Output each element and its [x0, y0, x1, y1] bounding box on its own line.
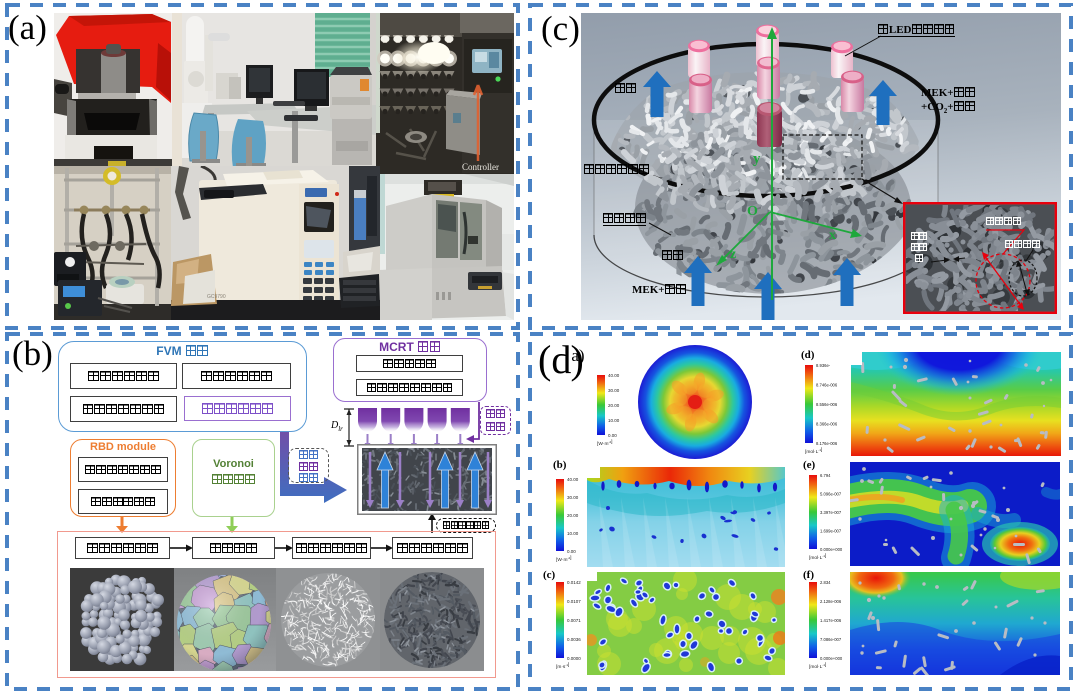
svg-text:0.0142: 0.0142 [567, 580, 581, 585]
svg-text:6.794: 6.794 [820, 473, 831, 478]
svg-text:8.556e-006: 8.556e-006 [816, 402, 838, 407]
svg-text:1.417e-006: 1.417e-006 [820, 618, 842, 623]
svg-text:y: y [753, 151, 761, 167]
svg-text:20.00: 20.00 [608, 403, 620, 408]
svg-text:0.000e+000: 0.000e+000 [820, 656, 843, 661]
svg-text:20.00: 20.00 [567, 513, 579, 518]
svg-text:[m·s-1]: [m·s-1] [556, 662, 569, 670]
svg-text:10.00: 10.00 [567, 531, 579, 536]
svg-text:40.00: 40.00 [608, 373, 620, 378]
svg-text:40.00: 40.00 [567, 477, 579, 482]
svg-text:0.0036: 0.0036 [567, 637, 581, 642]
svg-text:[W·m-2]: [W·m-2] [556, 555, 571, 563]
svg-text:O: O [747, 204, 758, 219]
svg-text:8.176e-006: 8.176e-006 [816, 441, 838, 446]
svg-text:7.086e-007: 7.086e-007 [820, 637, 842, 642]
svg-text:2.128e-006: 2.128e-006 [820, 599, 842, 604]
svg-text:30.00: 30.00 [608, 388, 620, 393]
svg-text:1.699e-007: 1.699e-007 [820, 528, 842, 533]
svg-text:8.936e-: 8.936e- [816, 363, 831, 368]
svg-text:30.00: 30.00 [567, 495, 579, 500]
svg-text:2.834: 2.834 [820, 580, 831, 585]
svg-text:5.096e-007: 5.096e-007 [820, 491, 842, 496]
svg-text:[W·m-2]: [W·m-2] [597, 439, 612, 447]
svg-text:0.0071: 0.0071 [567, 618, 581, 623]
svg-text:[mol·L-1]: [mol·L-1] [809, 662, 826, 670]
svg-text:8.366e-006: 8.366e-006 [816, 421, 838, 426]
svg-text:0.0107: 0.0107 [567, 599, 581, 604]
svg-text:[mol·L-1]: [mol·L-1] [809, 553, 826, 561]
svg-text:x: x [829, 228, 836, 243]
svg-text:0.00: 0.00 [567, 549, 576, 554]
svg-text:[mol·L-1]: [mol·L-1] [805, 447, 822, 455]
svg-text:10.00: 10.00 [608, 418, 620, 423]
svg-text:0.0000: 0.0000 [567, 656, 581, 661]
svg-text:0.000e+000: 0.000e+000 [820, 547, 843, 552]
svg-text:3.397e-007: 3.397e-007 [820, 510, 842, 515]
svg-text:8.746e-006: 8.746e-006 [816, 382, 838, 387]
svg-text:z: z [730, 247, 736, 262]
svg-text:0.00: 0.00 [608, 433, 617, 438]
